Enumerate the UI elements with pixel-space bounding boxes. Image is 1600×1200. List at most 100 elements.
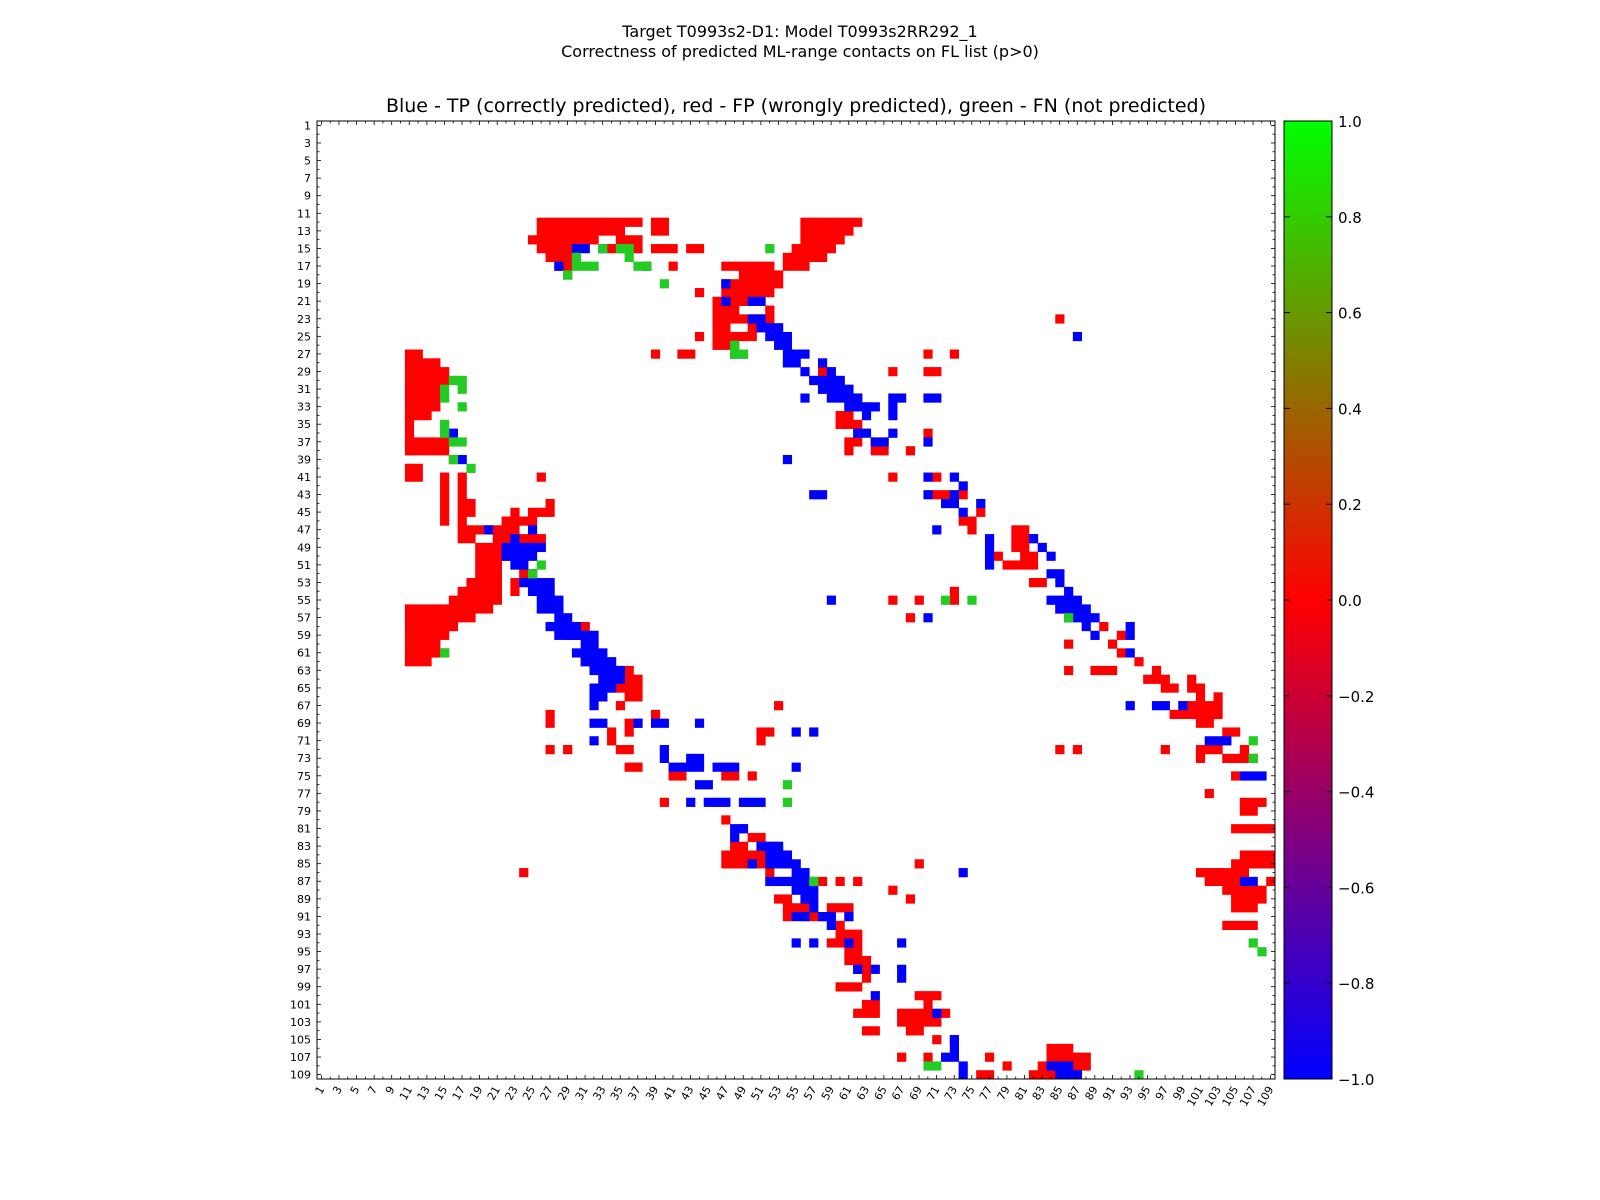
contact-cell-fp [448,604,459,614]
contact-cell-fp [835,419,845,430]
contact-cell-tp [721,296,731,306]
contact-cell-fp [756,859,766,869]
contact-cell-fp [800,903,810,913]
contact-cell-tp [510,560,520,570]
contact-cell-tp [659,753,669,763]
contact-cell-fp [563,226,573,236]
contact-cell-fp [440,621,450,632]
contact-cell-tp [598,692,608,702]
contact-cell-fp [923,349,933,359]
contact-cell-fp [967,525,977,535]
contact-cell-tp [747,296,757,306]
colorbar-tick-label: −0.2 [1338,688,1374,706]
contact-cell-tp [984,560,995,570]
contact-cell-tp [782,850,793,860]
contact-cell-fp [1266,824,1276,834]
contact-cell-fp [440,375,450,386]
x-tick-label: 43 [678,1084,696,1103]
contact-cell-tp [809,375,819,386]
y-tick-label: 77 [297,787,311,800]
contact-cell-fp [747,287,757,298]
contact-cell-fp [404,411,415,421]
contact-cell-fp [923,1008,933,1018]
contact-cell-tp [510,542,520,553]
contact-cell-fp [519,569,529,579]
contact-cell-fp [563,261,573,271]
x-tick-label: 73 [942,1084,960,1103]
contact-cell-fp [440,604,450,614]
contact-cell-fp [404,367,415,377]
y-tick-label: 87 [297,875,311,888]
contact-cell-tp [1046,551,1056,561]
contact-cell-tp [1248,771,1258,781]
contact-cell-tp [1204,736,1214,746]
contact-cell-tp [1064,1070,1074,1080]
contact-cell-fp [1064,665,1074,676]
contact-cell-fp [923,1052,933,1062]
contact-cell-fp [413,621,423,632]
contact-cell-tp [598,674,608,684]
contact-cell-fp [1231,753,1241,763]
contact-cell-tp [598,718,608,728]
contact-cell-tp [519,551,529,561]
contact-cell-fp [404,639,415,649]
contact-cell-fp [448,613,459,623]
contact-cell-tp [774,850,784,860]
contact-cell-fp [536,507,546,517]
y-tick-label: 7 [304,172,311,185]
contact-cell-fp [1231,868,1241,878]
contact-cell-fp [853,938,863,948]
contact-cell-fp [615,226,626,236]
y-tick-label: 65 [297,682,311,695]
contact-cell-fp [817,252,828,263]
contact-cell-fp [404,375,415,386]
contact-cell-fp [1116,630,1126,640]
contact-cell-fp [730,287,740,298]
contact-cell-fp [624,217,634,227]
x-tick-label: 101 [1184,1084,1206,1109]
contact-cell-tp [1055,1070,1065,1080]
contact-cell-fp [730,331,740,342]
contact-cell-tp [765,850,775,860]
contact-cell-tp [844,384,854,394]
contact-cell-fp [835,226,845,236]
contact-cell-tp [923,613,933,623]
contact-cell-fp [1204,709,1214,720]
contact-cell-fp [431,639,441,649]
contact-cell-fp [730,314,740,324]
y-tick-label: 61 [297,647,311,660]
contact-cell-tp [571,630,582,640]
contact-cell-fp [782,912,793,922]
contact-cell-tp [650,718,661,728]
contact-cell-tp [510,534,520,544]
contact-cell-fp [932,367,942,377]
contact-cell-fp [1028,578,1039,588]
contact-cell-fn [624,244,634,254]
contact-cell-fp [756,270,766,280]
y-tick-label: 97 [297,963,311,976]
contact-cell-fp [1195,692,1206,702]
contact-cell-tp [598,665,608,676]
contact-cell-fp [519,534,529,544]
contact-cell-fp [457,534,467,544]
contact-cell-tp [1081,621,1091,632]
contact-cell-fp [1231,894,1241,904]
contact-cell-tp [1081,613,1091,623]
contact-cell-fp [1195,745,1206,755]
contact-cell-fp [809,226,819,236]
contact-cell-tp [949,498,959,509]
contact-cell-tp [809,894,819,904]
contact-cell-fp [949,586,959,597]
contact-cell-tp [817,358,828,368]
contact-cell-fp [747,261,757,271]
contact-cell-fp [404,472,415,482]
contact-cell-fp [1231,876,1241,887]
contact-cell-tp [941,498,951,509]
contact-cell-tp [1257,771,1267,781]
contact-cell-fp [633,762,643,772]
contact-cell-fp [510,525,520,535]
contact-cell-fp [738,841,749,851]
contact-cell-fn [932,1061,942,1071]
contact-cell-fp [861,955,872,966]
contact-cell-fn [589,261,599,271]
